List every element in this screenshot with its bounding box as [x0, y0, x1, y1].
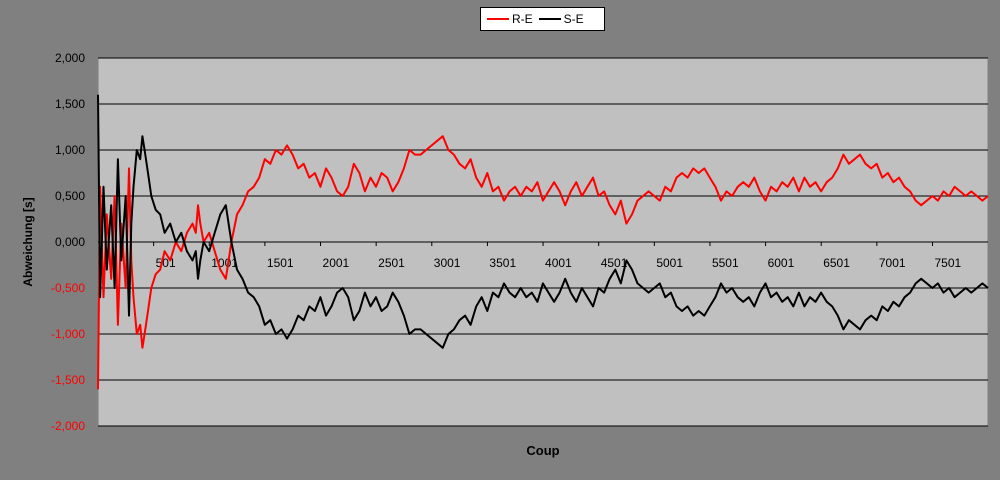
x-tick-label: 7001 [879, 256, 906, 270]
x-tick-label: 4501 [601, 256, 628, 270]
gridlines [98, 57, 988, 427]
x-tick-label: 4001 [545, 256, 572, 270]
series-lines [97, 94, 989, 390]
x-tick-label: 2001 [323, 256, 350, 270]
y-axis-label: Abweichung [s] [21, 197, 35, 286]
y-tick-labels: -2,000 -1,500 -1,000 -0,500 0,000 0,500 1,000 1… [51, 51, 85, 433]
legend-item-s-e: S-E [538, 12, 584, 26]
x-tick-labels: 501 1001 1501 2001 2501 3001 3501 4001 4501 5001 5… [156, 256, 962, 270]
x-tick-label: 501 [156, 256, 176, 270]
legend-swatch-r-e [487, 18, 509, 20]
y-tick-label: 1,000 [55, 143, 85, 157]
legend-label-s-e: S-E [563, 12, 584, 26]
y-tick-label: -1,500 [51, 373, 85, 387]
y-tick-label: -1,000 [51, 327, 85, 341]
x-tick-label: 3501 [489, 256, 516, 270]
legend-item-r-e: R-E [487, 12, 533, 26]
y-tick-label: 0,000 [55, 235, 85, 249]
x-tick-label: 7501 [934, 256, 961, 270]
legend: R-E S-E [480, 7, 605, 31]
x-axis-label: Coup [526, 443, 559, 458]
series-line-s-e [97, 94, 989, 349]
series-line-r-e [97, 135, 989, 390]
y-tick-label: 0,500 [55, 189, 85, 203]
x-tick-label: 3001 [434, 256, 461, 270]
y-tick-label: -0,500 [51, 281, 85, 295]
y-tick-label: 1,500 [55, 97, 85, 111]
y-tick-label: 2,000 [55, 51, 85, 65]
x-tick-label: 1501 [267, 256, 294, 270]
y-tick-label: -2,000 [51, 419, 85, 433]
legend-label-r-e: R-E [512, 12, 533, 26]
x-tick-label: 2501 [378, 256, 405, 270]
x-tick-label: 5001 [656, 256, 683, 270]
x-tick-label: 5501 [712, 256, 739, 270]
x-tick-label: 6001 [768, 256, 795, 270]
legend-swatch-s-e [538, 18, 561, 20]
x-tick-label: 6501 [823, 256, 850, 270]
